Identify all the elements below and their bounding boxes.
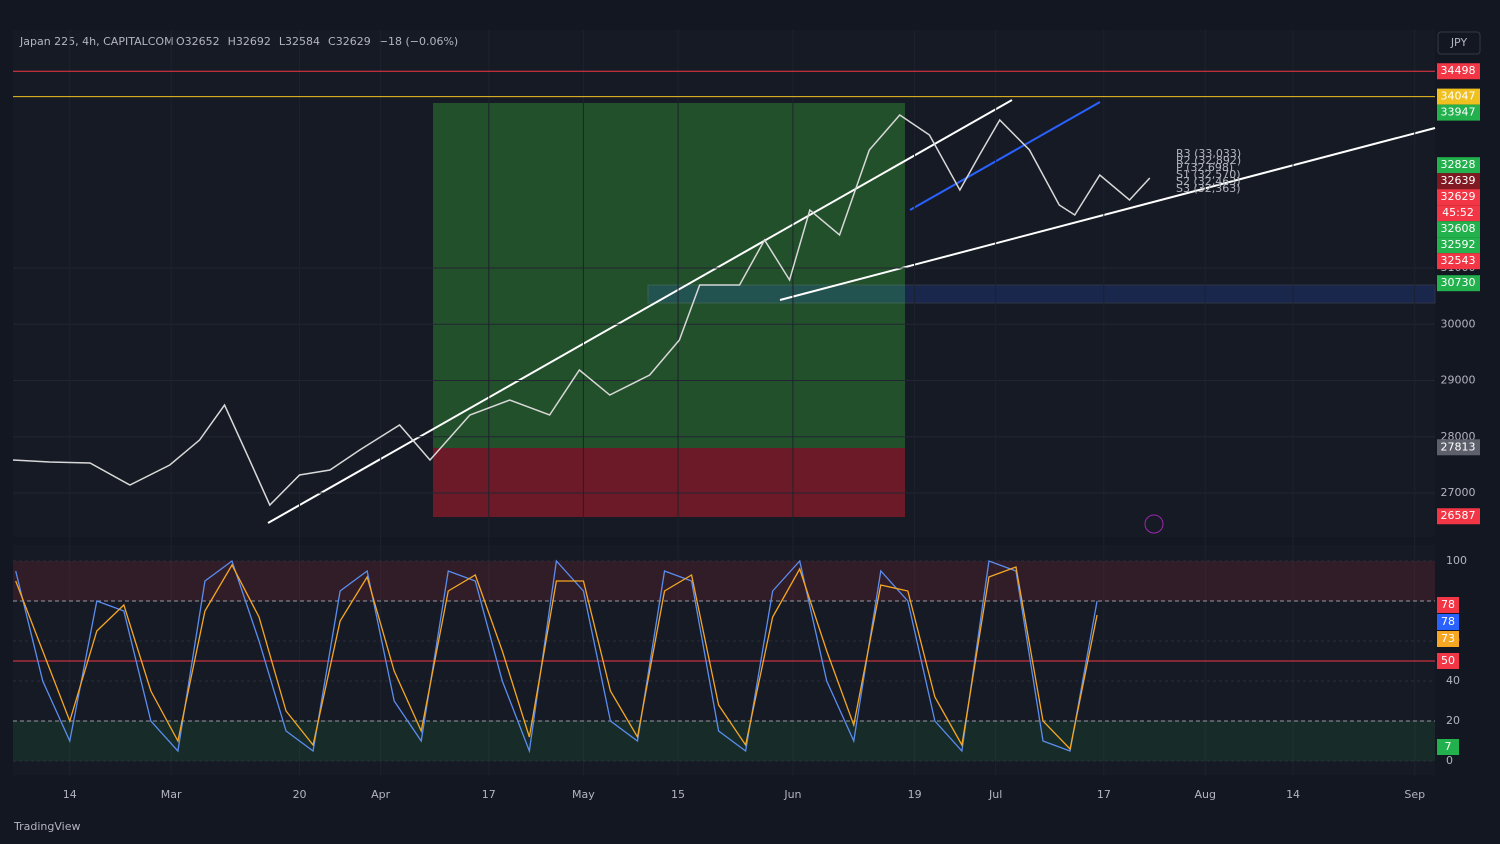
x-tick-label: 17 bbox=[1097, 788, 1111, 801]
ohlc-value: −18 (−0.06%) bbox=[379, 35, 458, 48]
support-zone bbox=[647, 284, 1436, 304]
oversold-zone bbox=[13, 721, 1435, 761]
trendline bbox=[779, 127, 1436, 301]
profit-zone bbox=[433, 103, 905, 448]
price-tag-bg bbox=[1437, 63, 1480, 80]
osc-line bbox=[15, 559, 1098, 754]
currency: JPY bbox=[1450, 36, 1468, 49]
price-tag: 32639 bbox=[1441, 174, 1476, 187]
osc-tag: 7 bbox=[1445, 740, 1452, 753]
pivot-label: R3 (33,033) bbox=[1176, 147, 1241, 160]
x-tick-label: 20 bbox=[293, 788, 307, 801]
y-tick-label: 29000 bbox=[1441, 374, 1476, 387]
price-tag-bg bbox=[1437, 237, 1480, 254]
price-tag: 26587 bbox=[1441, 509, 1476, 522]
ohlc-value: H32692 bbox=[228, 35, 271, 48]
x-tick-label: 14 bbox=[1286, 788, 1300, 801]
ohlc-value: O32652 bbox=[176, 35, 220, 48]
osc-tick-label: 100 bbox=[1446, 554, 1467, 567]
osc-tick-label: 0 bbox=[1446, 754, 1453, 767]
x-tick-label: May bbox=[572, 788, 595, 801]
pivot-label: R2 (32,892) bbox=[1176, 154, 1241, 167]
price-tag: 30730 bbox=[1441, 276, 1476, 289]
osc-tag-bg bbox=[1437, 631, 1459, 647]
x-tick-label: 17 bbox=[482, 788, 496, 801]
price-tag: 27813 bbox=[1441, 440, 1476, 453]
x-tick-label: Mar bbox=[161, 788, 182, 801]
price-tag-bg bbox=[1437, 104, 1480, 121]
price-tag: 33947 bbox=[1441, 106, 1476, 119]
x-tick-label: Apr bbox=[371, 788, 391, 801]
price-tag-bg bbox=[1437, 173, 1480, 190]
osc-tag-bg bbox=[1437, 614, 1459, 630]
x-tick-label: 14 bbox=[63, 788, 77, 801]
alert-icon[interactable] bbox=[1144, 514, 1164, 534]
x-tick-label: Aug bbox=[1194, 788, 1215, 801]
y-tick-label: 27000 bbox=[1441, 486, 1476, 499]
price-tag-bg bbox=[1437, 221, 1480, 238]
countdown-bg bbox=[1437, 205, 1480, 222]
pivot-label: S3 (32,363) bbox=[1176, 182, 1241, 195]
countdown: 45:52 bbox=[1442, 206, 1474, 219]
symbol: Japan 225, 4h, CAPITALCOM bbox=[19, 35, 174, 48]
pivot-label: S1 (32,570) bbox=[1176, 168, 1241, 181]
x-tick-label: 15 bbox=[671, 788, 685, 801]
osc-tag: 78 bbox=[1441, 615, 1455, 628]
osc-tick-label: 40 bbox=[1446, 674, 1460, 687]
osc-tag: 78 bbox=[1441, 598, 1455, 611]
price-tag: 32543 bbox=[1441, 254, 1476, 267]
osc-tick-label: 20 bbox=[1446, 714, 1460, 727]
trend-arrow bbox=[909, 101, 1101, 211]
pivot-label: S2 (32,463) bbox=[1176, 175, 1241, 188]
price-tag: 32592 bbox=[1441, 238, 1476, 251]
x-tick-label: Sep bbox=[1404, 788, 1425, 801]
price-tag: 34047 bbox=[1441, 90, 1476, 103]
price-tag-bg bbox=[1437, 157, 1480, 174]
currency-box bbox=[1437, 31, 1481, 55]
price-tag-bg bbox=[1437, 88, 1480, 105]
x-tick-label: Jun bbox=[783, 788, 801, 801]
price-tag-bg bbox=[1437, 253, 1480, 270]
price-tag: 32608 bbox=[1441, 222, 1476, 235]
price-tag-bg bbox=[1437, 275, 1480, 292]
price-tag-bg bbox=[1437, 189, 1480, 206]
price-tag: 32828 bbox=[1441, 158, 1476, 171]
price-tag-bg bbox=[1437, 508, 1480, 525]
price-tag: 34498 bbox=[1441, 64, 1476, 77]
overbought-zone bbox=[13, 561, 1435, 601]
loss-zone bbox=[433, 448, 905, 517]
osc-tag-bg bbox=[1437, 653, 1459, 669]
trendline bbox=[267, 99, 1013, 524]
osc-tag-bg bbox=[1437, 739, 1459, 755]
osc-tag: 73 bbox=[1441, 632, 1455, 645]
price-tag-bg bbox=[1437, 439, 1480, 456]
price-tag: 32629 bbox=[1441, 190, 1476, 203]
ohlc-value: C32629 bbox=[328, 35, 371, 48]
x-tick-label: Jul bbox=[988, 788, 1002, 801]
price-line bbox=[12, 114, 1151, 507]
osc-tag: 50 bbox=[1441, 654, 1455, 667]
brand: TradingView bbox=[13, 820, 80, 833]
osc-tag-bg bbox=[1437, 597, 1459, 613]
y-tick-label: 30000 bbox=[1441, 317, 1476, 330]
x-tick-label: 19 bbox=[908, 788, 922, 801]
osc-line bbox=[15, 563, 1098, 751]
pivot-label: P (32,698) bbox=[1176, 161, 1233, 174]
oscillator-pane bbox=[13, 545, 1435, 775]
